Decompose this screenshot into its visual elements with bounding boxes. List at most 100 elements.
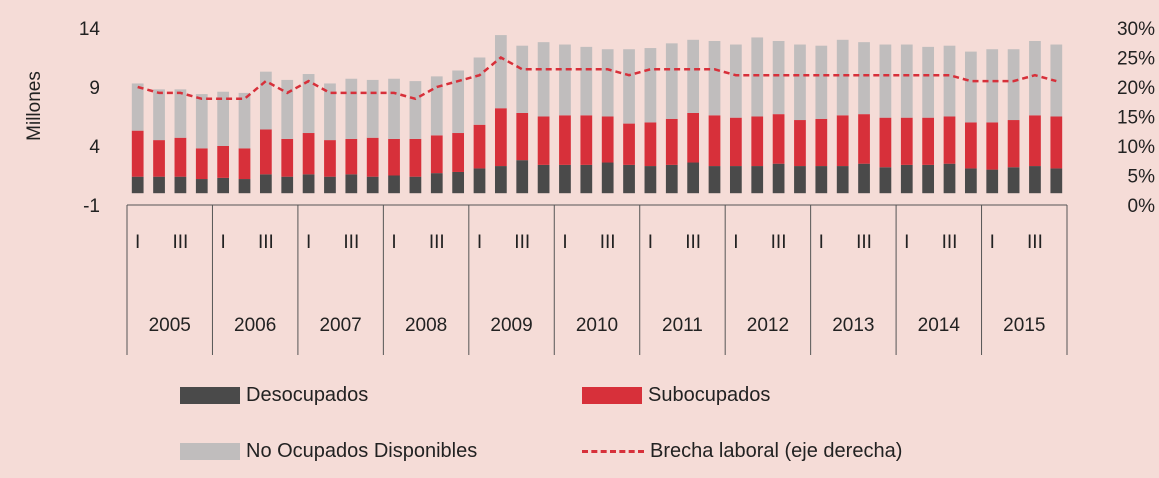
quarter-label: I xyxy=(306,232,311,253)
bar-subocupados xyxy=(601,116,614,163)
bar-subocupados xyxy=(366,137,379,177)
brecha-line xyxy=(137,55,1057,101)
legend-label-subocupados: Subocupados xyxy=(648,384,771,406)
bar-desocupados xyxy=(794,166,806,194)
bar-subocupados xyxy=(751,116,764,167)
bar-desocupados xyxy=(259,174,272,194)
quarter-label: III xyxy=(1027,232,1043,253)
bar-no-ocupados xyxy=(238,92,251,149)
bar-subocupados xyxy=(708,115,721,167)
bar-subocupados xyxy=(665,118,678,165)
bar-desocupados xyxy=(345,174,358,194)
bar-desocupados xyxy=(815,166,828,194)
bar-desocupados xyxy=(1007,167,1020,194)
bar-no-ocupados xyxy=(943,45,956,117)
bar-no-ocupados xyxy=(473,57,486,125)
bar-desocupados xyxy=(580,164,593,194)
bar-no-ocupados xyxy=(879,44,892,118)
bar-subocupados xyxy=(452,133,465,172)
bar-no-ocupados xyxy=(836,39,849,116)
bar-no-ocupados xyxy=(815,45,828,119)
bar-desocupados xyxy=(302,174,315,194)
bar-subocupados xyxy=(986,122,999,170)
bar-desocupados xyxy=(836,166,849,194)
year-label: 2010 xyxy=(576,315,618,336)
bar-no-ocupados xyxy=(430,76,443,136)
bar-no-ocupados xyxy=(494,35,507,109)
quarter-label: I xyxy=(391,232,396,253)
legend-swatch-desocupados xyxy=(180,387,240,404)
legend-label-desocupados: Desocupados xyxy=(246,384,369,406)
bar-subocupados xyxy=(473,124,486,169)
bar-desocupados xyxy=(324,176,336,194)
bar-no-ocupados xyxy=(388,78,400,139)
year-label: 2005 xyxy=(149,315,191,336)
bar-subocupados xyxy=(131,130,144,177)
year-label: 2007 xyxy=(319,315,361,336)
bar-desocupados xyxy=(1050,168,1063,194)
bar-no-ocupados xyxy=(922,46,935,118)
legend-desocupados: Desocupados xyxy=(180,384,368,407)
bar-desocupados xyxy=(665,164,678,194)
bar-desocupados xyxy=(153,176,165,194)
bar-desocupados xyxy=(388,175,400,194)
year-label: 2015 xyxy=(1003,315,1045,336)
bar-no-ocupados xyxy=(601,49,614,117)
bar-desocupados xyxy=(601,162,614,194)
bar-no-ocupados xyxy=(324,83,336,141)
bar-subocupados xyxy=(858,114,870,164)
year-label: 2014 xyxy=(918,315,961,336)
y-tick-label: -1 xyxy=(83,196,100,217)
quarter-label: I xyxy=(904,232,909,253)
bar-desocupados xyxy=(729,166,742,194)
bar-no-ocupados xyxy=(131,83,144,131)
legend-subocupados: Subocupados xyxy=(582,384,770,407)
bar-no-ocupados xyxy=(729,44,742,118)
bar-subocupados xyxy=(879,117,892,168)
bar-desocupados xyxy=(195,179,208,194)
y-axis-title: Millones xyxy=(24,71,45,141)
bar-subocupados xyxy=(772,114,785,164)
bar-subocupados xyxy=(281,138,294,177)
bar-no-ocupados xyxy=(708,40,721,116)
quarter-label: III xyxy=(172,232,188,253)
bar-desocupados xyxy=(687,162,700,194)
bar-no-ocupados xyxy=(217,91,230,146)
bar-no-ocupados xyxy=(195,94,208,149)
quarter-label: III xyxy=(514,232,530,253)
quarter-label: I xyxy=(733,232,738,253)
bar-no-ocupados xyxy=(452,70,465,134)
y2-tick-label: 0% xyxy=(1128,196,1156,217)
legend-no-ocupados: No Ocupados Disponibles xyxy=(180,440,477,463)
quarter-label: I xyxy=(562,232,567,253)
bar-subocupados xyxy=(345,138,358,175)
legend-brecha: Brecha laboral (eje derecha) xyxy=(582,440,902,463)
bar-subocupados xyxy=(409,138,422,177)
quarter-label: I xyxy=(220,232,225,253)
legend-swatch-subocupados xyxy=(582,387,642,404)
quarter-label: III xyxy=(429,232,445,253)
bar-desocupados xyxy=(174,176,187,194)
bar-subocupados xyxy=(1007,120,1020,168)
bar-subocupados xyxy=(516,112,529,161)
bar-desocupados xyxy=(858,163,870,194)
quarter-label: I xyxy=(648,232,653,253)
y-tick-label: 14 xyxy=(79,19,101,40)
bar-subocupados xyxy=(388,138,400,176)
bar-desocupados xyxy=(537,164,550,194)
bar-subocupados xyxy=(623,123,635,165)
bar-desocupados xyxy=(751,166,764,194)
bar-subocupados xyxy=(1029,115,1041,167)
bar-no-ocupados xyxy=(259,71,272,130)
bar-no-ocupados xyxy=(559,44,571,116)
bar-desocupados xyxy=(708,166,721,194)
bar-no-ocupados xyxy=(751,37,764,117)
bar-no-ocupados xyxy=(153,89,165,141)
y2-tick-label: 5% xyxy=(1128,167,1156,188)
bar-desocupados xyxy=(452,171,465,194)
bars xyxy=(131,35,1063,194)
bar-no-ocupados xyxy=(986,49,999,123)
bar-subocupados xyxy=(324,140,336,177)
bar-subocupados xyxy=(964,122,977,169)
